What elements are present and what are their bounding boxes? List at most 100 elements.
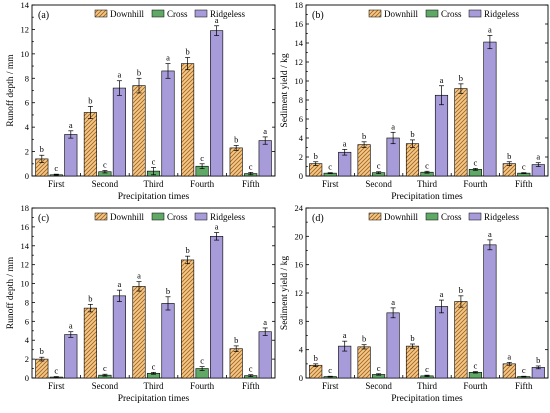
- significance-letter: a: [215, 15, 219, 25]
- significance-letter: b: [234, 335, 238, 345]
- bar-downhill: [357, 144, 371, 177]
- legend-item-ridgeless: Ridgeless: [468, 9, 519, 19]
- significance-letter: a: [440, 75, 444, 85]
- legend-label-ridgeless: Ridgeless: [210, 212, 245, 222]
- significance-letter: a: [507, 351, 511, 361]
- x-tick-label: Fourth: [463, 381, 488, 391]
- bar-downhill: [357, 346, 371, 379]
- plot-frame: [305, 4, 549, 177]
- chart-panel-c: 0 2 4 6 8 10 12 14 16 18 Runoff depth / mm Precipit…: [5, 203, 276, 404]
- y-tick-label: 8: [25, 73, 29, 83]
- significance-letter: c: [425, 364, 429, 374]
- legend-swatch-downhill: [368, 9, 382, 18]
- y-tick-label: 4: [299, 345, 304, 355]
- x-tick-label: First: [48, 381, 65, 391]
- legend-swatch-cross: [425, 9, 439, 18]
- significance-letter: c: [103, 160, 107, 170]
- significance-letter: c: [152, 361, 156, 371]
- y-axis-label: Sediment yield / kg: [280, 256, 290, 330]
- y-tick-label: 16: [295, 19, 304, 29]
- significance-letter: c: [54, 366, 58, 376]
- significance-letter: a: [391, 121, 395, 131]
- bar-ridgeless: [386, 312, 400, 379]
- y-tick-label: 24: [295, 203, 304, 213]
- bar-downhill: [181, 259, 195, 379]
- bar-downhill: [309, 364, 323, 379]
- y-tick-label: 10: [295, 76, 304, 86]
- y-tick-label: 16: [21, 222, 30, 232]
- y-tick-label: 8: [25, 297, 29, 307]
- legend-item-cross: Cross: [425, 212, 462, 222]
- panel-label: (c): [38, 213, 49, 224]
- legend-item-cross: Cross: [151, 9, 188, 19]
- bar-downhill: [35, 358, 49, 379]
- bar-downhill: [181, 63, 195, 177]
- x-tick-label: First: [322, 179, 339, 189]
- y-tick-label: 14: [295, 38, 304, 48]
- bar-ridgeless: [258, 331, 272, 379]
- significance-letter: a: [69, 120, 73, 130]
- bar-ridgeless: [338, 151, 352, 177]
- legend-swatch-cross: [151, 9, 165, 18]
- significance-letter: c: [377, 363, 381, 373]
- x-tick-label: Third: [144, 381, 164, 391]
- legend-label-ridgeless: Ridgeless: [484, 212, 519, 222]
- y-tick-label: 6: [25, 98, 29, 108]
- x-tick-label: Second: [365, 381, 392, 391]
- significance-letter: a: [536, 152, 540, 162]
- significance-letter: a: [343, 138, 347, 148]
- significance-letter: c: [249, 161, 253, 171]
- bar-ridgeless: [434, 94, 449, 177]
- y-tick-label: 0: [299, 171, 303, 181]
- x-tick-label: Third: [417, 179, 437, 189]
- significance-letter: b: [536, 355, 540, 365]
- significance-letter: b: [137, 67, 141, 77]
- significance-letter: b: [314, 151, 318, 161]
- x-tick-label: First: [48, 179, 65, 189]
- significance-letter: a: [215, 222, 219, 232]
- legend-swatch-downhill: [94, 9, 108, 18]
- significance-letter: a: [69, 321, 73, 331]
- y-tick-label: 4: [25, 122, 30, 132]
- legend-label-cross: Cross: [441, 9, 462, 19]
- y-tick-label: 2: [25, 147, 29, 157]
- significance-letter: c: [522, 162, 526, 172]
- x-tick-label: Fifth: [515, 381, 533, 391]
- significance-letter: b: [459, 73, 463, 83]
- bar-ridgeless: [161, 303, 175, 379]
- significance-letter: c: [200, 153, 204, 163]
- significance-letter: b: [410, 333, 414, 343]
- x-tick-label: Third: [417, 381, 437, 391]
- x-tick-label: Second: [92, 179, 119, 189]
- legend-label-downhill: Downhill: [384, 9, 419, 19]
- x-axis-label: Precipitation times: [118, 394, 190, 404]
- y-tick-label: 12: [21, 260, 30, 270]
- bar-downhill: [132, 286, 146, 379]
- x-axis-label: Precipitation times: [391, 192, 463, 202]
- legend-label-cross: Cross: [167, 9, 188, 19]
- significance-letter: b: [410, 129, 414, 139]
- x-axis-label: Precipitation times: [391, 394, 463, 404]
- panel-label: (d): [312, 213, 324, 224]
- significance-letter: a: [137, 271, 141, 281]
- legend-label-cross: Cross: [167, 212, 188, 222]
- legend-item-ridgeless: Ridgeless: [194, 9, 245, 19]
- panel-label: (b): [312, 10, 324, 21]
- chart-panel-a: 0 2 4 6 8 10 12 14 Runoff depth / mm Precipitatio…: [5, 0, 276, 202]
- significance-letter: b: [362, 334, 366, 344]
- significance-letter: a: [263, 317, 267, 327]
- bar-downhill: [405, 143, 420, 177]
- legend-item-ridgeless: Ridgeless: [468, 212, 519, 222]
- significance-letter: b: [40, 144, 44, 154]
- y-axis-label: Runoff depth / mm: [5, 54, 16, 127]
- significance-letter: c: [328, 365, 332, 375]
- bar-ridgeless: [64, 334, 78, 379]
- significance-letter: b: [166, 286, 170, 296]
- significance-letter: a: [343, 330, 347, 340]
- y-tick-label: 16: [295, 260, 304, 270]
- y-tick-label: 0: [25, 171, 29, 181]
- significance-letter: b: [88, 95, 92, 105]
- significance-letter: c: [249, 364, 253, 374]
